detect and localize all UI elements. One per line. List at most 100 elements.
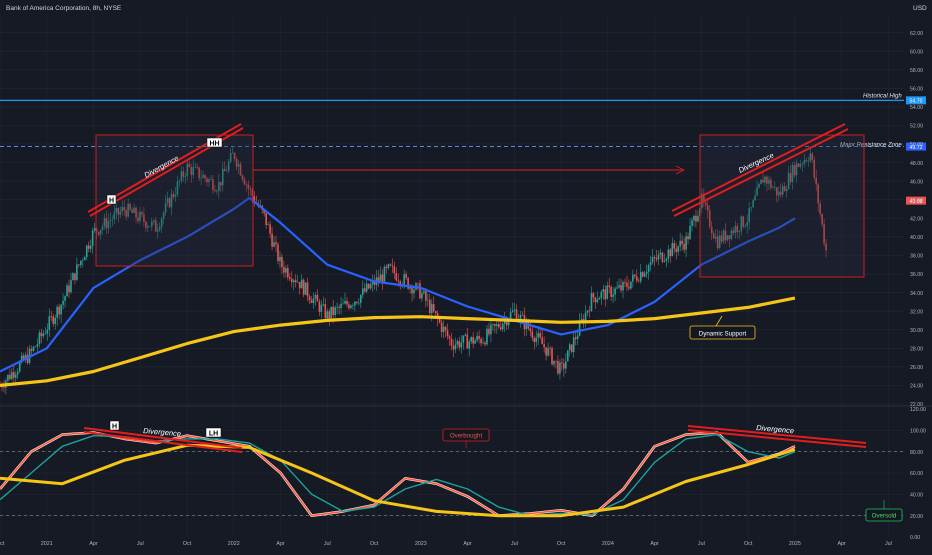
candle-body bbox=[766, 176, 768, 184]
currency-label[interactable]: USD bbox=[913, 5, 927, 12]
candle-body bbox=[137, 217, 139, 221]
candle-body bbox=[499, 327, 502, 330]
osc-divergence-line-right bbox=[687, 429, 867, 448]
candle-body bbox=[665, 258, 668, 261]
y-tick-label: 46.00 bbox=[910, 179, 923, 185]
candle-body bbox=[324, 304, 327, 319]
candle-body bbox=[44, 333, 47, 335]
candle-body bbox=[799, 164, 802, 167]
candle-body bbox=[430, 304, 433, 314]
candle-body bbox=[344, 300, 346, 304]
candle-body bbox=[701, 193, 703, 208]
candle-body bbox=[80, 260, 82, 266]
candle-body bbox=[413, 289, 415, 294]
candle-body bbox=[777, 191, 780, 196]
candle-body bbox=[596, 299, 599, 303]
candle-body bbox=[395, 273, 398, 281]
x-tick-label: Jul bbox=[885, 541, 892, 547]
candle-body bbox=[659, 252, 662, 255]
candle-body bbox=[580, 319, 583, 322]
candle-body bbox=[620, 285, 622, 291]
hh-marker: HH bbox=[209, 141, 219, 148]
candle-body bbox=[121, 207, 124, 212]
candle-body bbox=[738, 231, 741, 233]
candle-body bbox=[756, 187, 758, 196]
candle-body bbox=[123, 207, 126, 211]
candle-body bbox=[602, 289, 605, 292]
candle-body bbox=[598, 298, 601, 300]
osc-h-marker-box bbox=[109, 420, 120, 431]
candle-body bbox=[68, 285, 70, 293]
candle-body bbox=[728, 235, 731, 240]
candle-body bbox=[206, 178, 208, 182]
candle-body bbox=[263, 209, 265, 214]
y-tick-label: 60.00 bbox=[910, 49, 923, 55]
candle-body bbox=[553, 360, 555, 365]
candle-body bbox=[172, 193, 175, 197]
x-tick-label: 2025 bbox=[789, 541, 801, 547]
candle-body bbox=[513, 309, 516, 311]
candle-body bbox=[241, 175, 244, 180]
candle-body bbox=[72, 273, 74, 281]
candle-body bbox=[304, 282, 307, 295]
candle-body bbox=[359, 294, 362, 303]
candle-body bbox=[559, 362, 561, 374]
candle-body bbox=[600, 291, 603, 299]
candle-body bbox=[397, 280, 400, 282]
candle-body bbox=[480, 338, 482, 344]
candle-body bbox=[551, 348, 553, 365]
candle-body bbox=[271, 233, 273, 247]
candle-body bbox=[411, 286, 413, 294]
candle-body bbox=[210, 179, 212, 180]
ma-slow-line bbox=[0, 296, 796, 387]
candle-body bbox=[298, 282, 301, 289]
divergence-trendline-right bbox=[671, 123, 846, 212]
osc-lh-marker-box bbox=[205, 427, 222, 438]
candle-body bbox=[139, 212, 141, 221]
candle-body bbox=[24, 354, 27, 361]
candle-body bbox=[428, 300, 431, 314]
osc-y-tick-label: 60.00 bbox=[910, 471, 923, 477]
candle-body bbox=[198, 167, 200, 179]
candle-body bbox=[760, 179, 762, 185]
candle-body bbox=[718, 235, 721, 249]
candle-body bbox=[484, 342, 486, 345]
candle-body bbox=[563, 363, 565, 369]
candle-body bbox=[748, 208, 750, 223]
candle-body bbox=[78, 264, 80, 266]
candle-body bbox=[113, 212, 116, 220]
candle-body bbox=[184, 176, 187, 177]
candle-body bbox=[425, 291, 427, 301]
candle-body bbox=[570, 344, 573, 353]
candle-body bbox=[657, 254, 660, 260]
candle-body bbox=[427, 300, 429, 301]
candle-body bbox=[314, 294, 317, 299]
candle-body bbox=[614, 288, 616, 295]
candle-body bbox=[296, 282, 299, 283]
candle-body bbox=[695, 215, 697, 222]
osc-y-tick-label: 20.00 bbox=[910, 514, 923, 520]
oscillator-pane: H Divergence LH Overbought Divergence Oversol… bbox=[0, 420, 904, 522]
candle-body bbox=[182, 171, 185, 177]
osc-divergence-line-left bbox=[83, 427, 243, 449]
candle-body bbox=[507, 319, 510, 326]
candle-body bbox=[326, 311, 329, 319]
y-tick-label: 22.00 bbox=[910, 402, 923, 408]
candle-body bbox=[188, 163, 191, 167]
candle-body bbox=[229, 153, 232, 162]
candle-body bbox=[803, 159, 806, 164]
candle-body bbox=[478, 335, 480, 339]
candle-body bbox=[641, 272, 644, 277]
candle-body bbox=[127, 203, 129, 217]
candle-body bbox=[166, 198, 169, 203]
candle-body bbox=[174, 194, 177, 197]
candle-body bbox=[661, 252, 664, 262]
candle-body bbox=[809, 153, 812, 161]
candle-body bbox=[673, 243, 676, 249]
candle-body bbox=[18, 362, 21, 372]
candle-body bbox=[624, 282, 626, 283]
y-tick-label: 56.00 bbox=[910, 86, 923, 92]
x-tick-label: Apr bbox=[276, 541, 285, 547]
